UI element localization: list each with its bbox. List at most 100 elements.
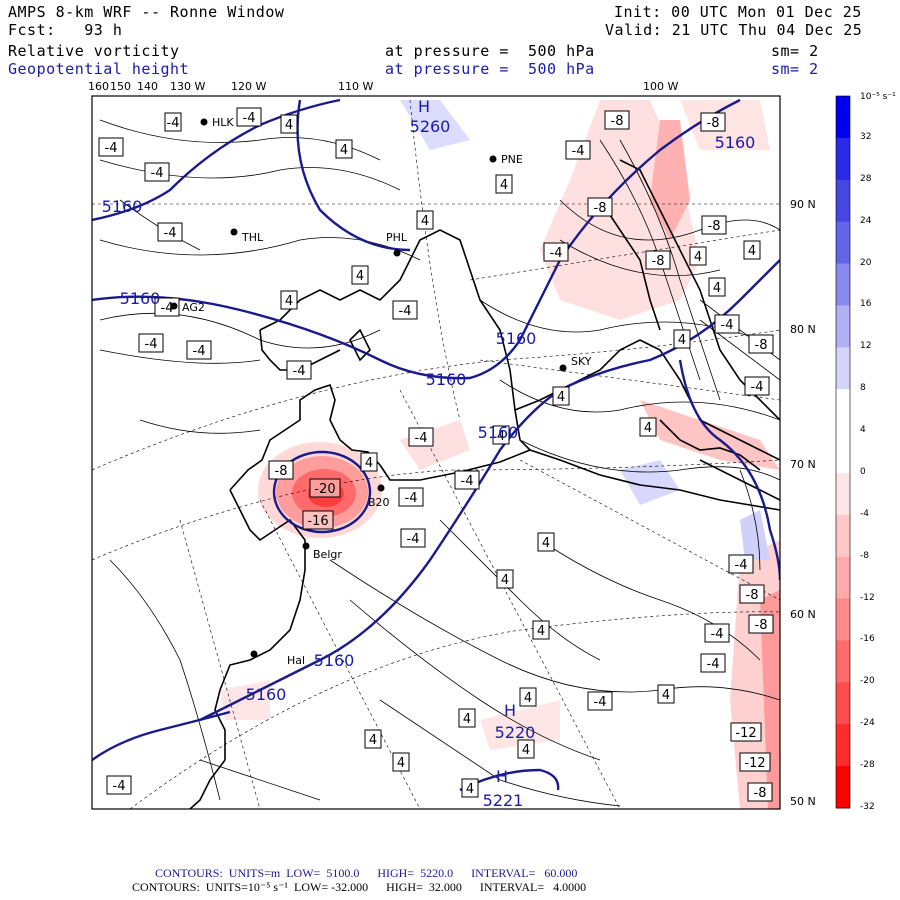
- colorbar-frame: [835, 95, 851, 809]
- svg-text:4: 4: [524, 691, 532, 706]
- svg-text:SKY: SKY: [571, 355, 592, 368]
- height-labels: 5160 5160 5160 5160 5160 5160 5160 5160 …: [102, 97, 756, 810]
- svg-text:4: 4: [694, 250, 702, 265]
- svg-text:-4: -4: [193, 344, 206, 359]
- svg-text:-4: -4: [105, 141, 118, 156]
- svg-text:5220: 5220: [495, 723, 536, 742]
- svg-text:100 W: 100 W: [643, 80, 678, 93]
- svg-text:50 N: 50 N: [790, 795, 816, 808]
- svg-text:THL: THL: [241, 231, 264, 244]
- valid-time: Valid: 21 UTC Thu 04 Dec 25: [605, 21, 863, 39]
- svg-text:-4: -4: [735, 558, 748, 573]
- colorbar-level-label: -32: [860, 802, 875, 812]
- svg-text:PNE: PNE: [501, 153, 523, 166]
- svg-text:4: 4: [713, 281, 721, 296]
- svg-text:-4: -4: [161, 301, 174, 316]
- svg-text:-4: -4: [167, 116, 180, 131]
- colorbar-swatch: [836, 682, 850, 725]
- svg-text:130 W: 130 W: [170, 80, 205, 93]
- svg-text:-4: -4: [751, 380, 764, 395]
- colorbar-swatch: [836, 96, 850, 139]
- smoothing-vorticity: sm= 2: [771, 42, 819, 60]
- svg-text:4: 4: [537, 624, 545, 639]
- colorbar-swatch: [836, 347, 850, 390]
- svg-text:4: 4: [678, 333, 686, 348]
- svg-text:5221: 5221: [483, 791, 524, 810]
- colorbar-swatch: [836, 431, 850, 474]
- pressure-vorticity: at pressure = 500 hPa: [385, 42, 595, 60]
- svg-text:60 N: 60 N: [790, 608, 816, 621]
- svg-text:-8: -8: [611, 114, 624, 129]
- svg-text:-4: -4: [721, 318, 734, 333]
- colorbar-level-label: 32: [860, 131, 872, 142]
- colorbar-swatch: [836, 137, 850, 181]
- init-time: Init: 00 UTC Mon 01 Dec 25: [614, 3, 862, 21]
- colorbar-level-label: -4: [860, 508, 869, 519]
- svg-text:HLK: HLK: [212, 116, 234, 129]
- svg-text:4: 4: [369, 733, 377, 748]
- svg-text:4: 4: [285, 294, 293, 309]
- map-title: AMPS 8-km WRF -- Ronne Window: [8, 3, 285, 21]
- svg-text:Belgr: Belgr: [313, 548, 342, 561]
- svg-text:-4: -4: [711, 627, 724, 642]
- svg-text:140: 140: [137, 80, 158, 93]
- svg-text:-16: -16: [307, 514, 328, 529]
- svg-text:4: 4: [557, 390, 565, 405]
- colorbar-swatch: [836, 179, 850, 223]
- svg-text:4: 4: [397, 756, 405, 771]
- svg-text:4: 4: [500, 178, 508, 193]
- svg-text:-4: -4: [572, 144, 585, 159]
- svg-text:4: 4: [522, 743, 530, 758]
- colorbar-swatch: [836, 598, 850, 641]
- colorbar-level-label: -20: [860, 676, 875, 687]
- svg-text:4: 4: [542, 536, 550, 551]
- footer-vorticity-contours: CONTOURS: UNITS=10⁻⁵ s⁻¹ LOW= -32.000 HI…: [132, 880, 587, 894]
- colorbar-swatch: [836, 556, 850, 600]
- svg-text:-4: -4: [293, 364, 306, 379]
- svg-text:-8: -8: [652, 254, 665, 269]
- svg-text:H: H: [496, 767, 508, 786]
- svg-text:4: 4: [501, 573, 509, 588]
- svg-text:160: 160: [88, 80, 109, 93]
- colorbar-swatch: [836, 640, 850, 683]
- svg-text:5160: 5160: [314, 651, 355, 670]
- colorbar-unit: 10⁻⁵ s⁻¹: [860, 92, 896, 102]
- field-geopotential: Geopotential height: [8, 60, 190, 78]
- svg-text:-12: -12: [744, 756, 765, 771]
- svg-text:4: 4: [497, 429, 505, 444]
- svg-text:5160: 5160: [246, 685, 287, 704]
- svg-text:4: 4: [356, 269, 364, 284]
- colorbar-level-label: 0: [860, 466, 866, 477]
- svg-text:4: 4: [662, 688, 670, 703]
- field-vorticity: Relative vorticity: [8, 42, 180, 60]
- svg-text:-8: -8: [754, 786, 767, 801]
- svg-text:4: 4: [421, 214, 429, 229]
- svg-text:4: 4: [340, 143, 348, 158]
- colorbar-swatch: [836, 724, 850, 767]
- colorbar-swatch: [836, 766, 850, 809]
- coastline: [189, 159, 780, 809]
- colorbar-level-label: 24: [860, 215, 872, 226]
- svg-text:-4: -4: [113, 779, 126, 794]
- latitude-labels: 90 N 80 N 70 N 60 N 50 N: [790, 198, 816, 808]
- footer-height-contours: CONTOURS: UNITS=m LOW= 5100.0 HIGH= 5220…: [155, 866, 578, 880]
- svg-text:-4: -4: [461, 474, 474, 489]
- pressure-geopotential: at pressure = 500 hPa: [385, 60, 595, 78]
- svg-text:-4: -4: [145, 337, 158, 352]
- smoothing-geopotential: sm= 2: [771, 60, 819, 78]
- colorbar-swatch: [836, 305, 850, 348]
- svg-text:150: 150: [110, 80, 131, 93]
- svg-text:-8: -8: [594, 201, 607, 216]
- svg-text:90 N: 90 N: [790, 198, 816, 211]
- svg-text:-8: -8: [746, 588, 759, 603]
- svg-text:4: 4: [285, 118, 293, 133]
- svg-text:-4: -4: [415, 431, 428, 446]
- svg-text:-4: -4: [594, 695, 607, 710]
- svg-text:-4: -4: [243, 111, 256, 126]
- svg-text:5160: 5160: [496, 329, 537, 348]
- colorbar-swatch: [836, 263, 850, 306]
- vorticity-labels: -4 -4 4 -4 -4 4 -4 4 4 -4 -8 -8 -8 -8 -8…: [98, 107, 774, 802]
- svg-text:4: 4: [644, 421, 652, 436]
- svg-text:-12: -12: [735, 726, 756, 741]
